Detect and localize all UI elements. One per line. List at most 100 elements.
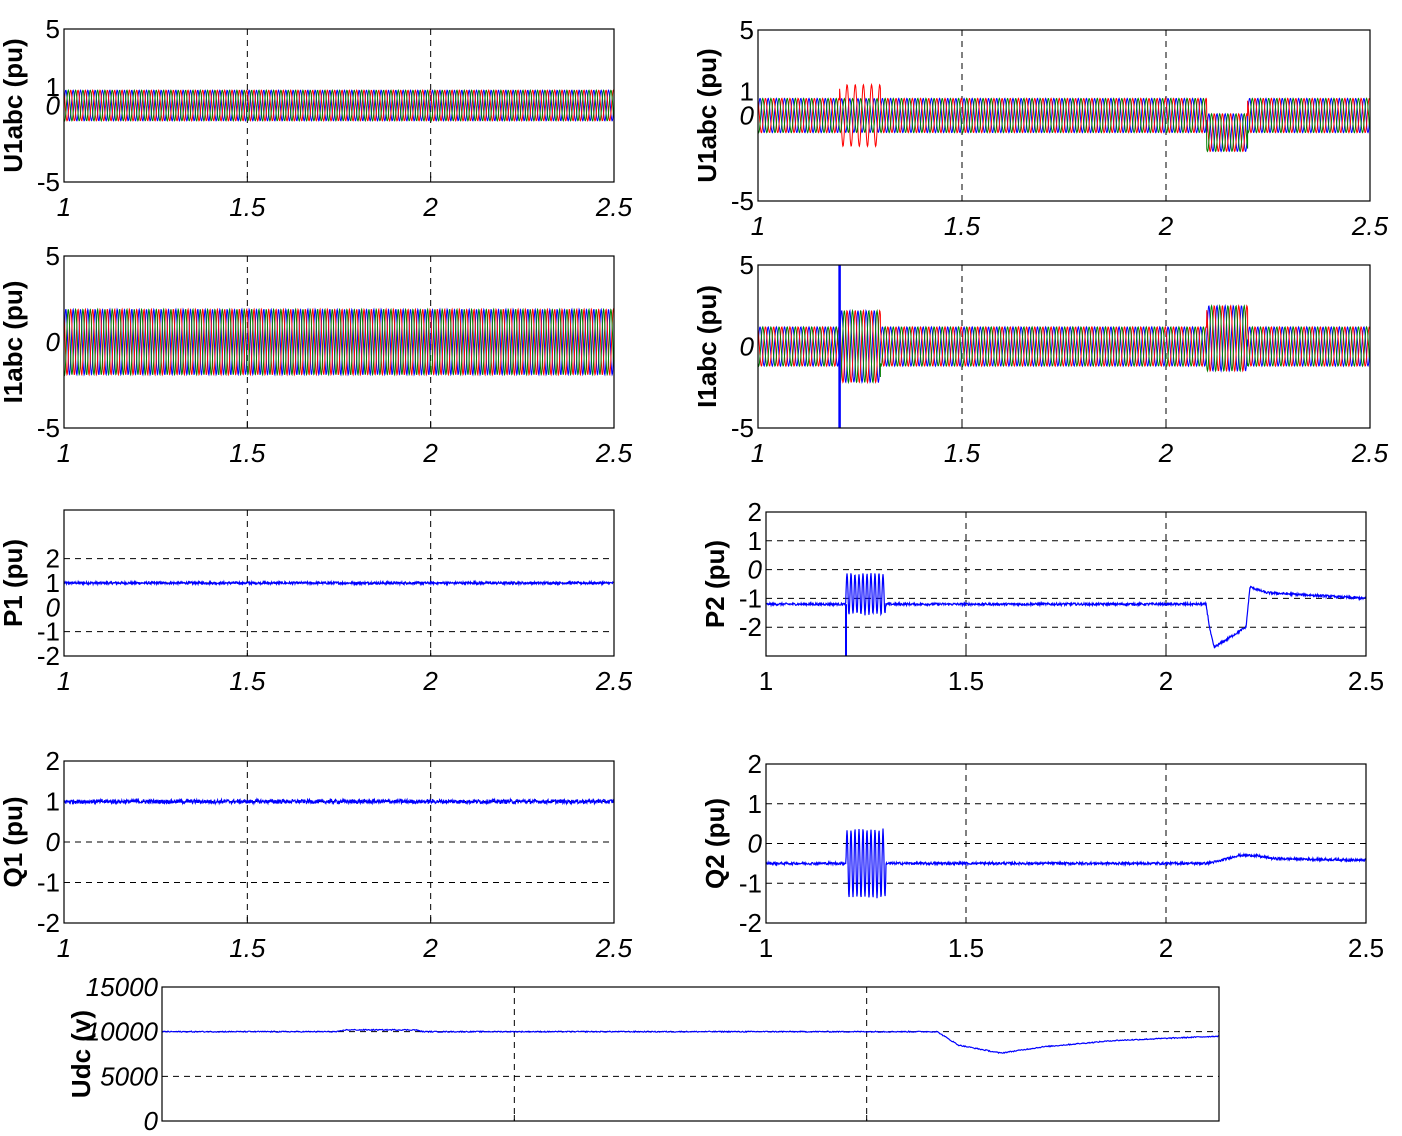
axes-box	[63, 509, 615, 657]
series-group	[64, 89, 614, 122]
x-tick-label: 2	[1158, 438, 1174, 468]
x-tick-label: 2.5	[1351, 211, 1389, 241]
y-tick-label: 0	[144, 1106, 159, 1136]
y-axis-label: U1abc (pu)	[692, 48, 722, 182]
phase-b-line	[758, 303, 1370, 385]
x-tick-label: 2.5	[1351, 438, 1389, 468]
x-tick-label: 2.5	[595, 666, 633, 696]
series-group	[64, 579, 614, 587]
phase-c-line	[758, 97, 1370, 153]
y-tick-label: 1	[740, 77, 754, 107]
series-group	[64, 307, 614, 377]
chart-i1abc_left: 1 1.5 2 2.5 5 0 -5 I1abc (pu)	[0, 241, 633, 468]
y-tick-label: -5	[731, 413, 754, 443]
phase-b-line	[758, 82, 1370, 153]
y-axis-label: I1abc (pu)	[692, 285, 722, 408]
y-tick-label: 0	[740, 101, 755, 131]
phase-c-line	[758, 303, 1370, 385]
x-tick-label: 1.5	[948, 933, 984, 963]
axes-box	[63, 28, 615, 183]
x-tick-label: 2	[858, 1131, 874, 1136]
x-tick-label: 1.5	[944, 211, 981, 241]
x-tick-label: 2	[422, 438, 438, 468]
x-tick-label: 1.5	[496, 1131, 533, 1136]
series-group	[162, 1028, 1219, 1054]
x-tick-label: 1	[57, 933, 71, 963]
y-axis-label: Q1 (pu)	[0, 797, 28, 888]
x-tick-label: 1	[759, 933, 773, 963]
y-tick-label: 0	[748, 555, 763, 585]
y-tick-label: 0	[46, 91, 61, 121]
series-group	[758, 265, 1370, 428]
y-tick-label: 0	[46, 327, 61, 357]
x-tick-label: 2	[1158, 211, 1174, 241]
chart-i1abc_right: 1 1.5 2 2.5 5 0 -5 I1abc (pu)	[692, 250, 1389, 468]
series-group	[766, 828, 1366, 899]
y-tick-label: 5	[46, 14, 60, 44]
y-tick-label: 15000	[86, 972, 159, 1002]
y-tick-label: 1	[46, 568, 60, 598]
x-tick-label: 1	[751, 438, 765, 468]
trace-line	[162, 1028, 1219, 1054]
x-tick-label: 2	[422, 933, 438, 963]
series-group	[64, 797, 614, 806]
x-tick-label: 1.5	[229, 933, 266, 963]
y-axis-label: P2 (pu)	[700, 540, 730, 628]
axes-box	[757, 29, 1371, 202]
y-tick-label: 5	[46, 241, 60, 271]
y-tick-label: 10000	[86, 1017, 159, 1047]
y-tick-label: 1	[748, 526, 762, 556]
y-tick-label: -1	[37, 868, 60, 898]
y-tick-label: 0	[748, 829, 763, 859]
phase-c-line	[64, 307, 614, 377]
y-tick-label: -2	[739, 612, 762, 642]
trace-line	[766, 828, 1366, 899]
y-tick-label: 5	[740, 15, 754, 45]
y-axis-label: U1abc (pu)	[0, 38, 28, 172]
y-tick-label: -2	[739, 908, 762, 938]
x-tick-label: 1	[57, 438, 71, 468]
x-tick-label: 2.5	[1348, 666, 1384, 696]
y-tick-label: -1	[739, 583, 762, 613]
y-tick-label: 2	[46, 544, 60, 574]
y-tick-label: -5	[731, 186, 754, 216]
phase-a-line	[64, 89, 614, 122]
x-tick-label: 1.5	[229, 438, 266, 468]
phase-a-line	[758, 304, 1370, 385]
axes-box	[63, 255, 615, 429]
trace-line	[64, 797, 614, 806]
x-tick-label: 1	[751, 211, 765, 241]
x-tick-label: 2	[422, 666, 438, 696]
y-axis-label: Q2 (pu)	[700, 798, 730, 889]
x-tick-label: 1	[759, 666, 773, 696]
x-tick-label: 2.5	[595, 192, 633, 222]
phase-a-line	[758, 97, 1370, 153]
x-tick-label: 1.5	[229, 192, 266, 222]
y-axis-label: P1 (pu)	[0, 539, 28, 627]
axes-box	[757, 264, 1371, 429]
axes-box	[63, 760, 615, 924]
y-tick-label: 5	[740, 250, 754, 280]
y-tick-label: -5	[37, 413, 60, 443]
x-tick-label: 2.5	[1348, 933, 1384, 963]
y-tick-label: 0	[46, 827, 61, 857]
phase-b-line	[64, 89, 614, 122]
y-tick-label: -2	[37, 641, 60, 671]
x-tick-label: 1	[155, 1131, 169, 1136]
chart-q1: 1 1.5 2 2.5 2 1 0 -1 -2 Q1 (pu)	[0, 746, 633, 963]
phase-a-line	[64, 307, 614, 377]
y-tick-label: 1	[748, 789, 762, 819]
axes-box	[765, 763, 1367, 924]
x-tick-label: 2	[1159, 933, 1173, 963]
axes-box	[765, 511, 1367, 657]
y-axis-label: I1abc (pu)	[0, 281, 28, 404]
y-tick-label: -1	[739, 868, 762, 898]
y-tick-label: -5	[37, 167, 60, 197]
y-axis-label: Udc (v)	[66, 1010, 96, 1098]
y-tick-label: 1	[46, 72, 60, 102]
axes-box	[161, 986, 1220, 1122]
